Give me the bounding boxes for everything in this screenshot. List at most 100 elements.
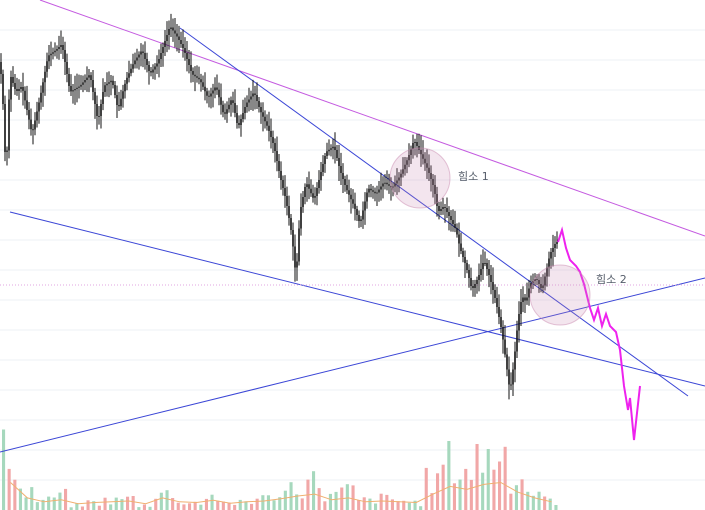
volume-bar — [441, 464, 445, 510]
candle-body — [518, 314, 520, 331]
candle-body — [66, 62, 68, 74]
candle-body — [210, 93, 212, 97]
candle-body — [432, 179, 434, 185]
volume-bar — [244, 501, 248, 510]
candle-body — [282, 180, 284, 188]
candle-body — [442, 207, 444, 209]
candle-body — [414, 142, 416, 143]
candle-body — [62, 45, 64, 50]
candle-body — [352, 199, 354, 204]
volume-bar — [64, 488, 68, 510]
candle-body — [64, 50, 66, 62]
volume-bar — [13, 479, 17, 510]
candle-body — [466, 263, 468, 270]
candle-body — [240, 119, 242, 125]
candle-body — [316, 188, 318, 196]
candle-body — [224, 112, 226, 114]
candle-body — [434, 185, 436, 194]
candle-body — [400, 173, 402, 178]
candle-body — [300, 207, 302, 229]
volume-bar — [407, 502, 411, 510]
volume-bar — [137, 507, 141, 510]
candle-body — [318, 180, 320, 188]
candle-body — [150, 71, 152, 73]
candle-body — [82, 82, 84, 85]
candle-body — [162, 47, 164, 53]
volume-bar — [171, 498, 175, 510]
volume-bar — [69, 507, 73, 510]
volume-bar — [176, 502, 180, 510]
volume-bar — [531, 495, 535, 510]
candle-body — [346, 185, 348, 191]
candle-body — [388, 184, 390, 186]
volume-bar — [41, 499, 45, 510]
candle-body — [324, 156, 326, 164]
candle-body — [30, 119, 32, 130]
volume-bar — [86, 500, 90, 510]
candle-body — [404, 164, 406, 170]
candle-body — [68, 74, 70, 86]
candle-body — [32, 129, 34, 131]
candle-body — [124, 83, 126, 92]
candle-body — [474, 284, 476, 288]
volume-bar — [52, 497, 56, 510]
volume-bar — [250, 503, 254, 510]
volume-bar — [396, 501, 400, 510]
volume-bar — [458, 479, 462, 510]
candle-body — [274, 143, 276, 151]
candle-body — [460, 243, 462, 251]
volume-bar — [131, 496, 135, 510]
candle-body — [496, 298, 498, 307]
volume-bar — [447, 441, 451, 510]
candle-body — [238, 123, 240, 125]
candle-body — [164, 41, 166, 47]
candle-body — [86, 77, 88, 80]
volume-bar — [300, 498, 304, 510]
volume-bar — [109, 504, 113, 510]
candle-body — [290, 218, 292, 230]
candle-body — [60, 45, 62, 47]
candle-body — [270, 131, 272, 137]
candle-body — [168, 29, 170, 35]
volume-bar — [210, 494, 214, 510]
projection-path — [557, 226, 641, 441]
candle-body — [356, 209, 358, 215]
candle-body — [142, 51, 144, 53]
volume-bar — [323, 501, 327, 510]
candle-body — [20, 87, 22, 89]
candle-body — [350, 194, 352, 200]
candle-body — [526, 297, 528, 301]
candle-body — [166, 35, 168, 41]
candle-body — [426, 163, 428, 168]
candle-body — [520, 302, 522, 314]
candle-body — [44, 71, 46, 83]
candle-body — [398, 177, 400, 181]
candle-body — [430, 173, 432, 179]
candle-body — [94, 92, 96, 104]
candle-body — [446, 208, 448, 212]
candle-body — [422, 154, 424, 159]
volume-bar — [537, 491, 541, 510]
candle-body — [450, 216, 452, 220]
candle-body — [232, 100, 234, 103]
candle-body — [160, 53, 162, 59]
candle-body — [112, 80, 114, 85]
volume-bar — [498, 461, 502, 510]
candle-body — [534, 279, 536, 281]
candle-body — [48, 55, 50, 62]
candle-body — [80, 84, 82, 87]
candle-body — [512, 369, 514, 385]
volume-bar — [24, 497, 28, 510]
candle-body — [46, 61, 48, 72]
highlight-circle-1 — [389, 147, 451, 209]
candle-body — [194, 74, 196, 77]
candle-body — [88, 75, 90, 78]
candle-body — [478, 275, 480, 280]
candle-body — [406, 160, 408, 165]
candle-body — [292, 230, 294, 247]
candle-body — [504, 339, 506, 355]
candle-body — [498, 307, 500, 317]
volume-bar — [272, 500, 276, 510]
volume-bar — [227, 502, 231, 510]
candle-body — [380, 186, 382, 190]
